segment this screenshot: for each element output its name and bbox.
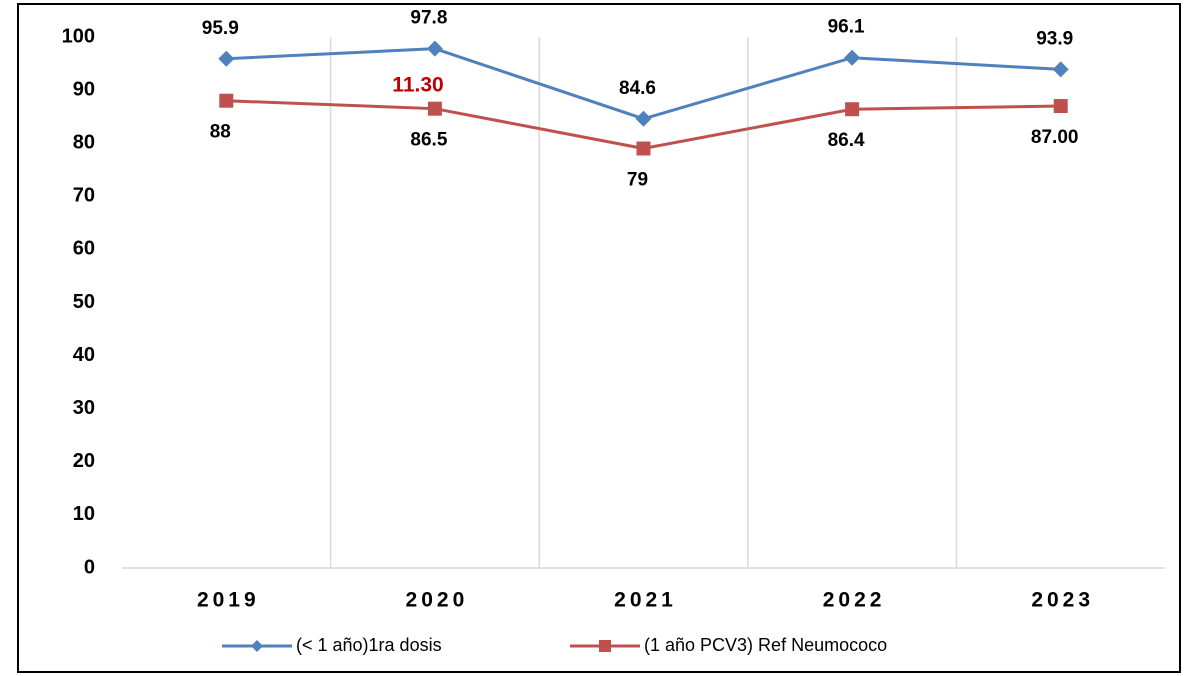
x-tick-label: 2020 — [406, 589, 469, 612]
data-point — [1053, 99, 1068, 114]
data-point — [635, 110, 652, 127]
data-point — [427, 101, 442, 116]
data-label: 93.9 — [1036, 28, 1073, 49]
y-tick-label: 60 — [73, 238, 95, 260]
y-tick-label: 50 — [73, 291, 95, 313]
frame — [17, 3, 1181, 673]
legend-label: (1 año PCV3) Ref Neumococo — [644, 635, 887, 655]
y-tick-label: 90 — [73, 78, 95, 100]
data-label: 84.6 — [619, 78, 656, 99]
x-tick-label: 2022 — [823, 589, 886, 612]
data-label: 96.1 — [828, 17, 865, 38]
legend-marker — [251, 640, 263, 652]
legend-label: (< 1 año)1ra dosis — [296, 635, 442, 655]
data-label: 97.8 — [410, 8, 447, 29]
data-label: 79 — [627, 170, 648, 191]
data-point — [844, 49, 861, 66]
y-tick-label: 80 — [73, 131, 95, 153]
x-tick-label: 2019 — [197, 589, 260, 612]
annotation: 11.30 — [392, 74, 443, 97]
x-tick-label: 2021 — [614, 589, 677, 612]
data-label: 86.5 — [410, 130, 447, 151]
data-point — [218, 50, 235, 67]
y-tick-label: 0 — [84, 556, 95, 578]
data-label: 95.9 — [202, 18, 239, 39]
data-label: 88 — [210, 122, 231, 143]
y-tick-label: 40 — [73, 344, 95, 366]
legend-marker — [599, 640, 611, 652]
data-point — [636, 141, 651, 156]
y-tick-label: 100 — [62, 25, 95, 47]
data-point — [1052, 61, 1069, 78]
data-label: 86.4 — [828, 130, 865, 151]
y-tick-label: 20 — [73, 450, 95, 472]
y-tick-label: 10 — [73, 503, 95, 525]
x-tick-label: 2023 — [1031, 589, 1094, 612]
data-label: 87.00 — [1031, 127, 1079, 148]
data-point — [845, 102, 860, 117]
data-point — [426, 40, 443, 57]
y-tick-label: 30 — [73, 397, 95, 419]
y-tick-label: 70 — [73, 185, 95, 207]
data-point — [219, 93, 234, 108]
